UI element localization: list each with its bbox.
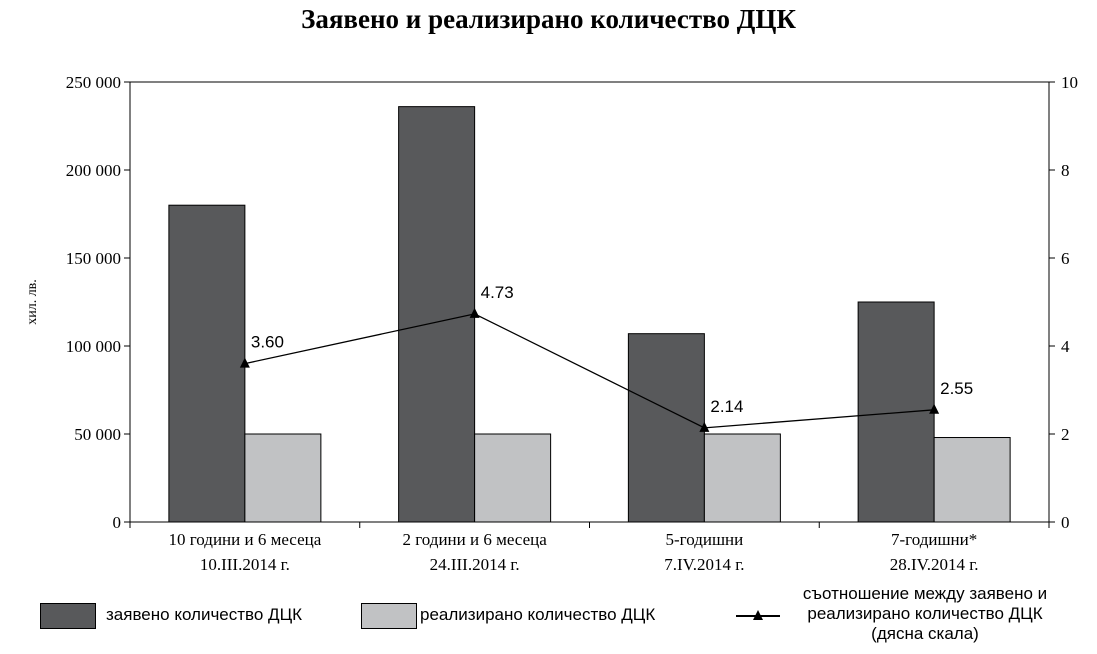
legend-swatch-realized bbox=[361, 603, 417, 629]
bars-group bbox=[168, 106, 1011, 523]
bar-declared bbox=[857, 301, 935, 523]
bar-realized bbox=[933, 437, 1011, 523]
x-tick-label: 28.IV.2014 г. bbox=[890, 555, 979, 574]
legend-label-declared: заявено количество ДЦК bbox=[106, 605, 303, 624]
bar-realized bbox=[703, 433, 781, 523]
y2-tick-label: 6 bbox=[1061, 249, 1070, 268]
legend-label-ratio-line2: реализирано количество ДЦК bbox=[807, 604, 1043, 623]
x-tick-label: 7.IV.2014 г. bbox=[664, 555, 744, 574]
y-axis-label: хил. лв. bbox=[25, 279, 40, 325]
y-tick-label: 250 000 bbox=[66, 73, 121, 92]
left-axis: 0 50 000 100 000 150 000 200 000 250 000 bbox=[66, 73, 130, 532]
right-axis: 0 2 4 6 8 10 bbox=[1049, 73, 1078, 532]
legend-label-ratio-line3: (дясна скала) bbox=[871, 624, 979, 643]
y-tick-label: 50 000 bbox=[74, 425, 121, 444]
y-tick-label: 150 000 bbox=[66, 249, 121, 268]
x-tick-label: 10.III.2014 г. bbox=[200, 555, 290, 574]
legend-swatch-declared bbox=[40, 603, 96, 629]
y-tick-label: 0 bbox=[113, 513, 122, 532]
ratio-line bbox=[244, 313, 935, 429]
x-tick-label: 2 години и 6 месеца bbox=[402, 530, 547, 549]
legend-label-realized: реализирано количество ДЦК bbox=[420, 605, 656, 624]
legend-line-ratio bbox=[736, 610, 780, 620]
y2-tick-label: 8 bbox=[1061, 161, 1070, 180]
bar-declared bbox=[398, 106, 476, 523]
y2-tick-label: 2 bbox=[1061, 425, 1070, 444]
category-labels: 10 години и 6 месеца 10.III.2014 г. 2 годи… bbox=[129, 522, 1050, 574]
ratio-data-label: 2.14 bbox=[710, 397, 743, 416]
ratio-line-group: 3.60 4.73 2.14 2.55 bbox=[239, 283, 973, 432]
x-tick-label: 7-годишни* bbox=[891, 530, 977, 549]
ratio-marker bbox=[929, 403, 940, 414]
x-tick-label: 24.III.2014 г. bbox=[430, 555, 520, 574]
y-tick-label: 200 000 bbox=[66, 161, 121, 180]
bar-declared bbox=[627, 333, 705, 523]
ratio-marker bbox=[239, 357, 250, 368]
ratio-data-label: 2.55 bbox=[940, 379, 973, 398]
ratio-marker bbox=[469, 307, 480, 318]
bar-realized bbox=[474, 433, 552, 523]
x-tick-label: 10 години и 6 месеца bbox=[168, 530, 321, 549]
x-tick-label: 5-годишни bbox=[665, 530, 743, 549]
y2-tick-label: 4 bbox=[1061, 337, 1070, 356]
ratio-data-label: 3.60 bbox=[251, 333, 284, 352]
y2-tick-label: 10 bbox=[1061, 73, 1078, 92]
bar-declared bbox=[168, 204, 246, 523]
legend-label-ratio-line1: съотношение между заявено и bbox=[802, 584, 1048, 603]
y-tick-label: 100 000 bbox=[66, 337, 121, 356]
chart-title: Заявено и реализирано количество ДЦК bbox=[301, 4, 796, 34]
legend-label-ratio: съотношение между заявено и реализирано … bbox=[780, 584, 1070, 644]
ratio-data-label: 4.73 bbox=[481, 283, 514, 302]
ratio-marker bbox=[699, 421, 710, 432]
bar-realized bbox=[244, 433, 322, 523]
y2-tick-label: 0 bbox=[1061, 513, 1070, 532]
